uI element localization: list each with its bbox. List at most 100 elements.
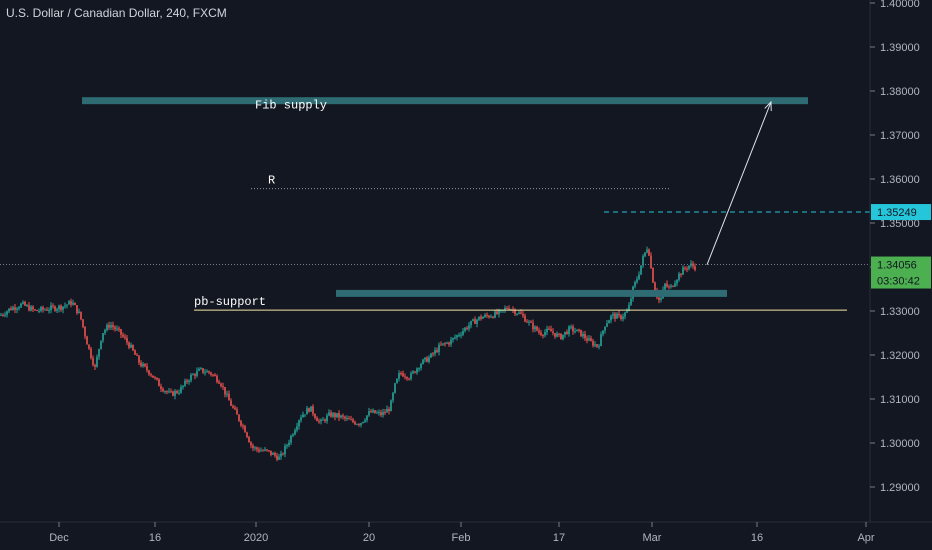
candle-body (44, 309, 46, 311)
candle-body (108, 324, 110, 328)
candle-body (208, 371, 210, 373)
candle-body (572, 326, 574, 332)
candle-body (422, 359, 424, 365)
candle-body (120, 329, 122, 335)
candle-body (40, 307, 42, 311)
candle-body (102, 333, 104, 341)
resistance-label: R (268, 174, 275, 188)
candle-body (570, 326, 572, 328)
y-tick-label: 1.35000 (880, 218, 920, 230)
y-tick-label: 1.39000 (880, 42, 920, 54)
candle-body (222, 386, 224, 388)
candle-body (116, 328, 118, 330)
candle-body (294, 430, 296, 435)
candle-body (476, 319, 478, 324)
candle-body (384, 412, 386, 414)
candle-body (66, 304, 68, 306)
candle-body (576, 329, 578, 332)
candle-body (488, 315, 490, 318)
candle-body (454, 337, 456, 339)
candle-body (586, 338, 588, 341)
candle-body (506, 307, 508, 309)
candle-body (330, 412, 332, 417)
candle-body (442, 343, 444, 345)
candle-body (306, 408, 308, 415)
candle-body (30, 306, 32, 311)
candle-body (414, 371, 416, 373)
candle-body (374, 410, 376, 414)
chart-title: U.S. Dollar / Canadian Dollar, 240, FXCM (6, 6, 227, 20)
candle-body (434, 350, 436, 354)
candle-body (196, 370, 198, 376)
candle-body (232, 405, 234, 408)
candle-body (36, 310, 38, 312)
candle-body (24, 301, 26, 306)
candle-body (382, 412, 384, 416)
last-price-tag (871, 256, 931, 289)
candle-body (310, 406, 312, 412)
candle-body (180, 387, 182, 393)
target-price-label: 1.35249 (877, 207, 917, 219)
candle-body (592, 340, 594, 346)
candle-body (436, 350, 438, 352)
candle-body (126, 338, 128, 343)
candle-body (178, 392, 180, 394)
candle-body (674, 283, 676, 287)
candle-body (322, 419, 324, 421)
candle-body (638, 274, 640, 280)
candle-body (644, 252, 646, 257)
target-price-tag (871, 204, 931, 221)
candle-body (34, 309, 36, 311)
candle-body (150, 374, 152, 376)
candle-body (26, 305, 28, 307)
candle-body (168, 391, 170, 393)
candle-body (642, 256, 644, 266)
x-tick-label: Mar (643, 532, 662, 544)
candle-body (486, 314, 488, 316)
candle-body (448, 342, 450, 345)
pb-support-label: pb-support (194, 295, 266, 309)
candle-body (296, 426, 298, 431)
candle-body (676, 279, 678, 284)
candle-body (238, 414, 240, 421)
candle-body (544, 332, 546, 336)
candle-body (82, 319, 84, 328)
candle-body (670, 285, 672, 287)
candle-body (678, 273, 680, 280)
candle-body (90, 348, 92, 359)
candle-body (484, 314, 486, 318)
candle-body (522, 313, 524, 316)
candle-body (230, 400, 232, 406)
candle-body (320, 419, 322, 422)
candle-body (590, 338, 592, 341)
candle-body (556, 333, 558, 337)
y-tick-label: 1.36000 (880, 174, 920, 186)
candle-body (6, 311, 8, 315)
candle-body (628, 304, 630, 311)
candle-body (350, 419, 352, 421)
candle-body (494, 311, 496, 318)
candle-body (80, 311, 82, 320)
candle-body (666, 283, 668, 287)
candle-body (466, 327, 468, 329)
x-tick-label: Feb (452, 532, 471, 544)
candle-body (228, 393, 230, 401)
candle-body (354, 421, 356, 425)
candle-body (408, 378, 410, 380)
candle-body (508, 308, 510, 310)
candle-body (76, 305, 78, 314)
candle-body (588, 338, 590, 341)
candle-body (18, 307, 20, 309)
candle-body (464, 327, 466, 331)
candle-body (58, 305, 60, 310)
candle-body (480, 316, 482, 319)
candle-body (360, 423, 362, 426)
fib-supply-zone (82, 97, 808, 105)
candle-body (394, 383, 396, 393)
candle-body (634, 282, 636, 287)
candle-body (352, 419, 354, 422)
candle-body (134, 350, 136, 355)
candle-body (46, 309, 48, 311)
candle-body (412, 371, 414, 374)
